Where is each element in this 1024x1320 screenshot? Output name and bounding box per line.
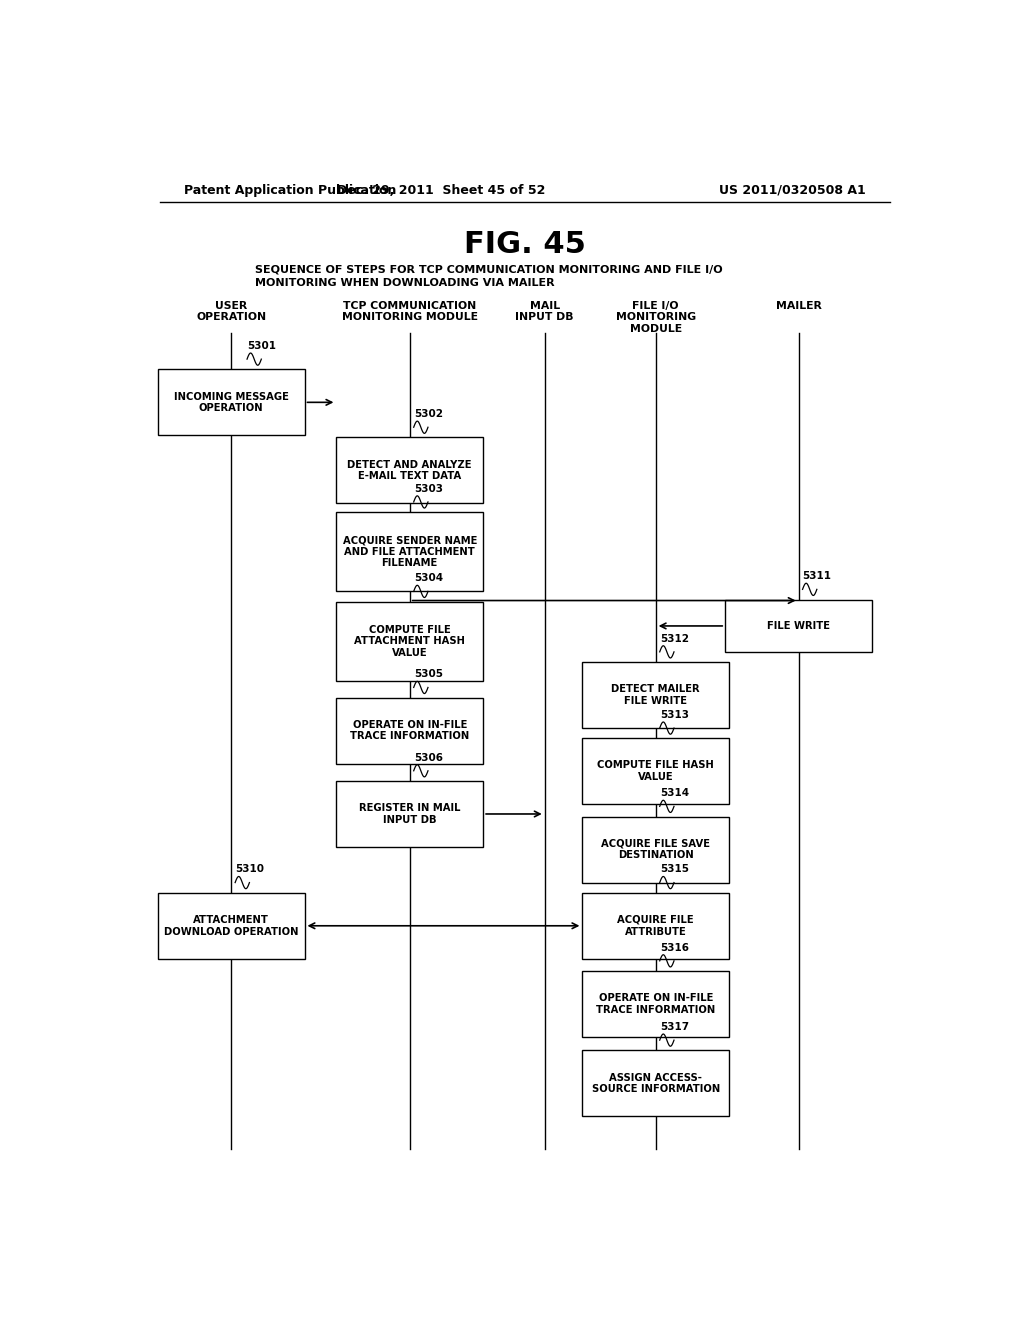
Text: 5302: 5302 xyxy=(414,409,442,420)
Text: COMPUTE FILE HASH
VALUE: COMPUTE FILE HASH VALUE xyxy=(597,760,714,781)
Text: OPERATE ON IN-FILE
TRACE INFORMATION: OPERATE ON IN-FILE TRACE INFORMATION xyxy=(596,993,716,1015)
Bar xyxy=(583,892,729,958)
Bar xyxy=(336,437,483,503)
Bar xyxy=(158,892,304,958)
Text: Patent Application Publication: Patent Application Publication xyxy=(183,183,396,197)
Text: Dec. 29, 2011  Sheet 45 of 52: Dec. 29, 2011 Sheet 45 of 52 xyxy=(337,183,546,197)
Bar xyxy=(336,512,483,591)
Text: 5317: 5317 xyxy=(659,1022,689,1032)
Text: ACQUIRE FILE SAVE
DESTINATION: ACQUIRE FILE SAVE DESTINATION xyxy=(601,838,711,861)
Text: US 2011/0320508 A1: US 2011/0320508 A1 xyxy=(719,183,866,197)
Text: ACQUIRE FILE
ATTRIBUTE: ACQUIRE FILE ATTRIBUTE xyxy=(617,915,694,937)
Text: ATTACHMENT
DOWNLOAD OPERATION: ATTACHMENT DOWNLOAD OPERATION xyxy=(164,915,298,937)
Bar xyxy=(725,599,872,652)
Bar xyxy=(583,1051,729,1117)
Bar xyxy=(158,370,304,436)
Text: 5315: 5315 xyxy=(659,865,689,874)
Text: COMPUTE FILE
ATTACHMENT HASH
VALUE: COMPUTE FILE ATTACHMENT HASH VALUE xyxy=(354,624,465,657)
Text: ASSIGN ACCESS-
SOURCE INFORMATION: ASSIGN ACCESS- SOURCE INFORMATION xyxy=(592,1073,720,1094)
Text: INCOMING MESSAGE
OPERATION: INCOMING MESSAGE OPERATION xyxy=(174,392,289,413)
Text: USER
OPERATION: USER OPERATION xyxy=(197,301,266,322)
Text: 5310: 5310 xyxy=(236,865,264,874)
Text: REGISTER IN MAIL
INPUT DB: REGISTER IN MAIL INPUT DB xyxy=(359,803,461,825)
Text: DETECT MAILER
FILE WRITE: DETECT MAILER FILE WRITE xyxy=(611,684,700,706)
Bar xyxy=(583,663,729,729)
Text: 5304: 5304 xyxy=(414,573,442,583)
Text: MAILER: MAILER xyxy=(775,301,821,310)
Text: MAIL
INPUT DB: MAIL INPUT DB xyxy=(515,301,573,322)
Text: 5312: 5312 xyxy=(659,634,689,644)
Text: DETECT AND ANALYZE
E-MAIL TEXT DATA: DETECT AND ANALYZE E-MAIL TEXT DATA xyxy=(347,459,472,482)
Text: OPERATE ON IN-FILE
TRACE INFORMATION: OPERATE ON IN-FILE TRACE INFORMATION xyxy=(350,719,469,742)
Text: 5313: 5313 xyxy=(659,710,689,719)
Bar xyxy=(583,817,729,883)
Text: 5311: 5311 xyxy=(803,572,831,581)
Bar xyxy=(336,697,483,764)
Text: SEQUENCE OF STEPS FOR TCP COMMUNICATION MONITORING AND FILE I/O: SEQUENCE OF STEPS FOR TCP COMMUNICATION … xyxy=(255,264,723,275)
Bar xyxy=(583,738,729,804)
Bar xyxy=(336,781,483,847)
Text: FIG. 45: FIG. 45 xyxy=(464,230,586,259)
Text: TCP COMMUNICATION
MONITORING MODULE: TCP COMMUNICATION MONITORING MODULE xyxy=(342,301,478,322)
Text: FILE WRITE: FILE WRITE xyxy=(767,620,830,631)
Text: 5314: 5314 xyxy=(659,788,689,799)
Text: 5306: 5306 xyxy=(414,752,442,763)
Text: 5316: 5316 xyxy=(659,942,689,953)
Text: FILE I/O
MONITORING
MODULE: FILE I/O MONITORING MODULE xyxy=(615,301,695,334)
Bar xyxy=(583,972,729,1038)
Text: 5301: 5301 xyxy=(247,341,276,351)
Bar xyxy=(336,602,483,681)
Text: 5303: 5303 xyxy=(414,484,442,494)
Text: 5305: 5305 xyxy=(414,669,442,680)
Text: MONITORING WHEN DOWNLOADING VIA MAILER: MONITORING WHEN DOWNLOADING VIA MAILER xyxy=(255,279,555,288)
Text: ACQUIRE SENDER NAME
AND FILE ATTACHMENT
FILENAME: ACQUIRE SENDER NAME AND FILE ATTACHMENT … xyxy=(343,535,477,569)
